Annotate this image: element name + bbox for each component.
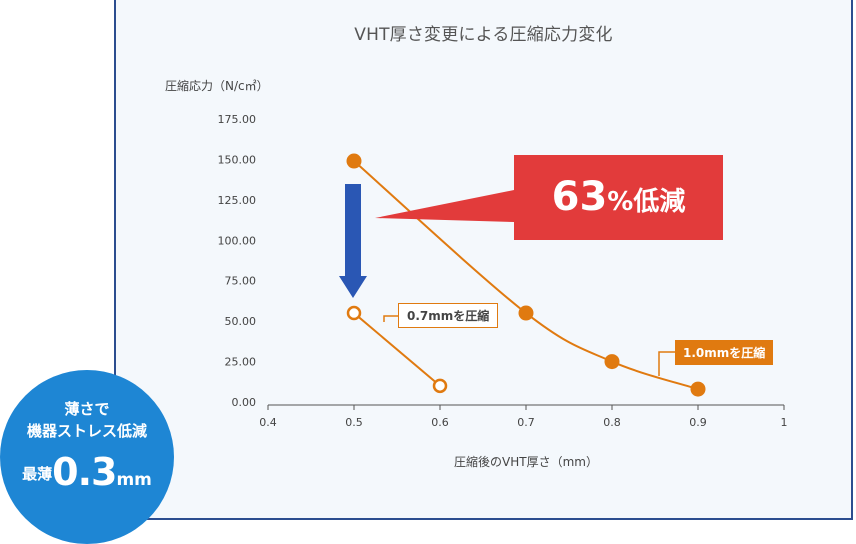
y-tick-label: 0.00: [232, 396, 257, 409]
data-point-0-3: [690, 381, 706, 397]
data-point-0-1: [518, 305, 534, 321]
x-ticks: 0.4 0.5 0.6 0.7 0.8 0.9 1: [259, 405, 788, 429]
chart-title: VHT厚さ変更による圧縮応力変化: [354, 25, 613, 45]
data-point-1-1: [432, 378, 448, 394]
data-point-0-0: [346, 153, 362, 169]
y-tick-label: 175.00: [218, 113, 257, 126]
badge-thickness: 最薄0.3mm: [0, 450, 174, 494]
badge-line1: 薄さで: [64, 400, 110, 418]
callout-pointer: [375, 190, 514, 222]
label-07-leader: [383, 315, 398, 322]
reduction-number: 63: [551, 174, 608, 220]
y-tick-label: 25.00: [225, 356, 257, 369]
y-tick-label: 50.00: [225, 315, 257, 328]
badge-value: 0.3: [52, 450, 117, 494]
chart-frame: [114, 0, 853, 520]
y-tick-label: 100.00: [218, 234, 257, 247]
series-line-1: [353, 312, 441, 387]
data-point-0-2: [604, 354, 620, 370]
y-tick-label: 75.00: [225, 275, 257, 288]
reduction-callout: 63%低減: [514, 155, 723, 240]
y-ticks: 0.00 25.00 50.00 75.00 100.00 125.00 150.00 175…: [218, 113, 257, 409]
down-arrow-icon: [339, 184, 367, 298]
y-axis-label: 圧縮応力（N/c㎡）: [165, 78, 269, 93]
label-10-leader: [658, 351, 675, 376]
x-tick-label: 0.6: [431, 416, 449, 429]
thinness-badge: 薄さで 機器ストレス低減 最薄0.3mm: [0, 370, 174, 544]
data-point-1-0: [346, 305, 362, 321]
badge-prefix: 最薄: [22, 465, 53, 483]
badge-unit: mm: [116, 470, 152, 490]
x-tick-label: 0.8: [603, 416, 621, 429]
x-tick-label: 1: [781, 416, 788, 429]
x-tick-label: 0.5: [345, 416, 363, 429]
reduction-text: %低減: [607, 187, 686, 217]
series-label-10: 1.0mmを圧縮: [675, 340, 774, 365]
x-tick-label: 0.4: [259, 416, 277, 429]
y-tick-label: 150.00: [218, 153, 257, 166]
x-tick-label: 0.7: [517, 416, 535, 429]
x-tick-label: 0.9: [689, 416, 707, 429]
x-axis-label: 圧縮後のVHT厚さ（mm）: [454, 454, 598, 469]
series-label-07: 0.7mmを圧縮: [398, 303, 499, 328]
badge-line2: 機器ストレス低減: [26, 422, 147, 440]
y-tick-label: 125.00: [218, 194, 257, 207]
